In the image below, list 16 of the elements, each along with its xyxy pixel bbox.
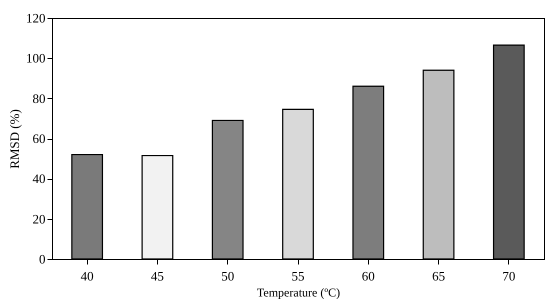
y-tick-label: 60 [32,131,46,146]
y-tick-label: 100 [26,50,46,66]
y-tick-label: 40 [32,171,46,186]
y-tick-label: 80 [32,90,46,106]
x-tick-label: 70 [502,268,516,284]
x-tick-label: 60 [362,268,375,284]
y-axis-title: RMSD (%) [7,109,22,169]
y-tick-label: 0 [39,252,46,266]
x-tick-label: 45 [150,268,164,284]
x-tick-label: 40 [80,268,94,284]
y-tick-label: 120 [26,10,46,26]
x-tick-label: 50 [221,268,234,284]
x-axis-title: Temperature (ºC) [256,286,340,300]
x-tick-label: 55 [292,268,304,284]
x-tick-label: 65 [432,268,446,284]
y-tick-label: 20 [32,211,46,226]
